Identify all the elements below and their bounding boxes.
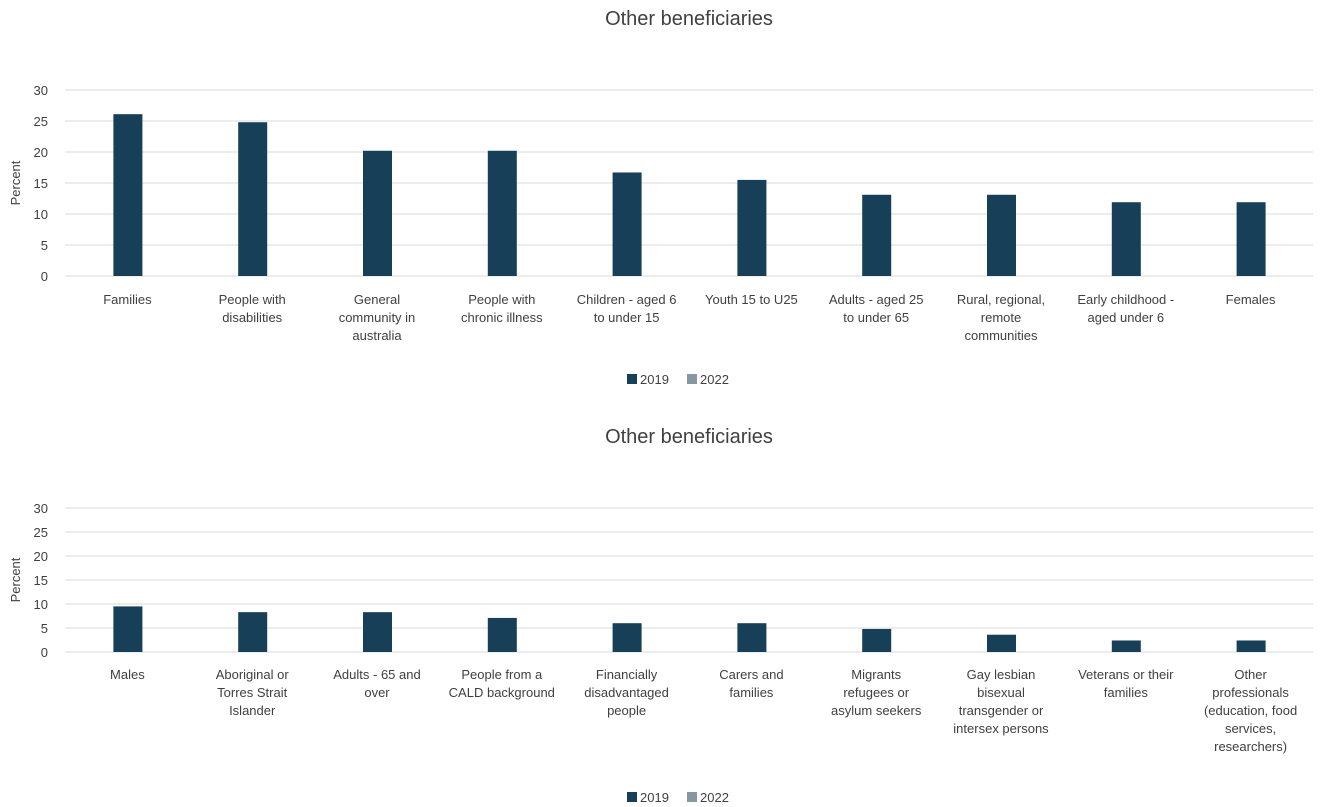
x-category-label: to under 65 — [843, 310, 909, 325]
x-category-label: services, — [1225, 721, 1276, 736]
bar-2019 — [737, 623, 767, 652]
x-category-label: australia — [352, 328, 402, 343]
x-category-label: Females — [1226, 292, 1276, 307]
chart-top: Other beneficiaries Percent 0 5 10 15 20 25 30 Fa… — [8, 8, 1313, 387]
x-category-label: refugees or — [843, 685, 909, 700]
bar-2019 — [862, 628, 892, 652]
x-category-label: people — [607, 703, 646, 718]
x-category-label: Youth 15 to U25 — [705, 292, 798, 307]
x-category-label: communities — [965, 328, 1038, 343]
x-category-label: families — [729, 685, 774, 700]
y-tick-label: 5 — [41, 621, 48, 636]
x-category-label: Adults - 65 and — [333, 667, 420, 682]
bar-2019 — [987, 194, 1016, 276]
x-category-label: Males — [110, 667, 145, 682]
bar-2019 — [113, 606, 143, 652]
bar-2019 — [1111, 640, 1141, 652]
bar-2019 — [1111, 202, 1141, 276]
x-category-label: to under 15 — [594, 310, 660, 325]
x-category-label: People with — [468, 292, 535, 307]
y-tick-label: 0 — [41, 645, 48, 660]
bar-2019 — [612, 172, 642, 276]
y-tick-label: 20 — [34, 549, 48, 564]
bar-2019 — [1236, 202, 1266, 276]
x-category-label: Gay lesbian — [967, 667, 1036, 682]
legend-swatch — [687, 792, 697, 802]
legend-swatch — [627, 374, 637, 384]
bar-2019 — [487, 617, 517, 652]
x-category-label: professionals — [1212, 685, 1289, 700]
legend-label: 2022 — [700, 372, 729, 387]
bar-2019 — [862, 194, 892, 276]
x-category-label: Other — [1234, 667, 1267, 682]
chart-title: Other beneficiaries — [605, 426, 773, 448]
bar-2019 — [612, 623, 642, 652]
bar-2019 — [363, 150, 392, 276]
x-category-label: chronic illness — [461, 310, 543, 325]
bar-2019 — [238, 122, 268, 277]
y-tick-label: 30 — [34, 83, 48, 98]
x-category-label: aged under 6 — [1087, 310, 1164, 325]
x-category-label: People from a — [461, 667, 543, 682]
x-category-label: Veterans or their — [1078, 667, 1174, 682]
x-category-label: remote — [981, 310, 1021, 325]
y-tick-label: 25 — [34, 525, 48, 540]
bar-2019 — [487, 150, 517, 276]
y-tick-label: 15 — [34, 176, 48, 191]
y-tick-label: 10 — [34, 207, 48, 222]
y-tick-label: 30 — [34, 501, 48, 516]
x-category-label: CALD background — [449, 685, 555, 700]
x-category-label: Torres Strait — [217, 685, 287, 700]
x-category-label: General — [354, 292, 400, 307]
x-category-label: Financially — [596, 667, 658, 682]
y-axis-label: Percent — [8, 557, 23, 602]
x-category-label: Early childhood - — [1077, 292, 1174, 307]
y-tick-label: 10 — [34, 597, 48, 612]
x-category-label: Aboriginal or — [216, 667, 290, 682]
x-category-label: disadvantaged — [584, 685, 669, 700]
x-category-label: bisexual — [977, 685, 1025, 700]
bar-2019 — [737, 179, 767, 276]
x-category-label: (education, food — [1204, 703, 1297, 718]
y-tick-label: 0 — [41, 269, 48, 284]
x-category-label: Islander — [229, 703, 276, 718]
x-category-label: Migrants — [851, 667, 901, 682]
legend-swatch — [687, 374, 697, 384]
y-tick-label: 25 — [34, 114, 48, 129]
legend-label: 2019 — [640, 790, 669, 805]
x-category-label: over — [364, 685, 390, 700]
bar-2019 — [363, 612, 392, 652]
x-category-label: Rural, regional, — [957, 292, 1045, 307]
legend-swatch — [627, 792, 637, 802]
bar-2019 — [1236, 640, 1266, 652]
y-tick-label: 15 — [34, 573, 48, 588]
x-category-label: Adults - aged 25 — [829, 292, 924, 307]
y-tick-label: 5 — [41, 238, 48, 253]
bar-2019 — [238, 612, 268, 652]
x-category-label: People with — [219, 292, 286, 307]
y-axis-label: Percent — [8, 160, 23, 205]
bar-2019 — [113, 114, 143, 277]
y-tick-label: 20 — [34, 145, 48, 160]
x-category-label: disabilities — [222, 310, 282, 325]
legend-label: 2022 — [700, 790, 729, 805]
legend-label: 2019 — [640, 372, 669, 387]
x-category-label: asylum seekers — [831, 703, 922, 718]
x-category-label: Families — [103, 292, 152, 307]
x-category-label: community in — [339, 310, 416, 325]
x-category-label: transgender or — [959, 703, 1044, 718]
bar-2019 — [987, 634, 1016, 652]
x-category-label: researchers) — [1214, 739, 1287, 754]
x-category-label: intersex persons — [953, 721, 1049, 736]
chart-bottom: Other beneficiaries Percent 0 5 10 15 20 25 30 Ma… — [8, 426, 1313, 805]
x-category-label: Carers and — [719, 667, 783, 682]
chart-title: Other beneficiaries — [605, 8, 773, 30]
x-category-label: families — [1104, 685, 1149, 700]
x-category-label: Children - aged 6 — [577, 292, 677, 307]
